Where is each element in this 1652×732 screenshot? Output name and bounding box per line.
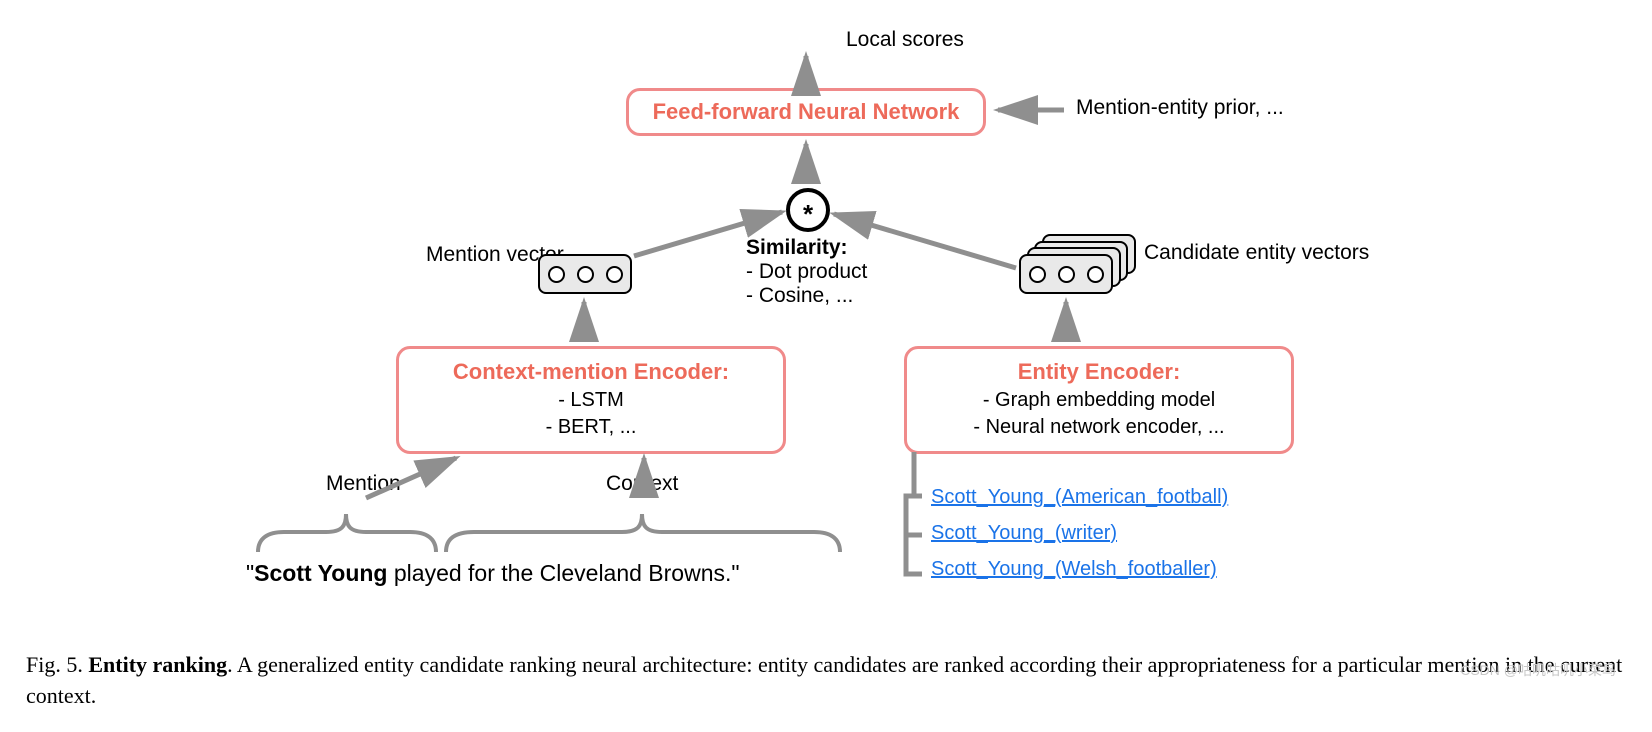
vec-dot — [548, 266, 565, 283]
ffnn-title: Feed-forward Neural Network — [639, 99, 973, 125]
example-sentence: "Scott Young played for the Cleveland Br… — [246, 560, 740, 587]
similarity-heading: Similarity: — [746, 236, 867, 260]
watermark: CSDN @咕叽咕叽小菜鸟 — [1460, 660, 1616, 680]
vec-dot — [577, 266, 594, 283]
ffnn-box: Feed-forward Neural Network — [626, 88, 986, 136]
similarity-block: Similarity: - Dot product - Cosine, ... — [746, 236, 867, 308]
mention-brace-label: Mention — [326, 472, 401, 496]
mention-vector-box — [538, 254, 632, 294]
entity-encoder-item-0: - Graph embedding model — [925, 387, 1273, 414]
entity-link-0[interactable]: Scott_Young_(American_football) — [931, 486, 1228, 509]
context-encoder-item-1: - BERT, ... — [417, 414, 765, 441]
similarity-symbol: * — [803, 201, 813, 227]
entity-vector-label: Candidate entity vectors — [1144, 240, 1304, 265]
similarity-node: * — [786, 188, 830, 232]
local-scores-label: Local scores — [846, 28, 964, 52]
entity-link-2[interactable]: Scott_Young_(Welsh_footballer) — [931, 558, 1217, 581]
vec-dot — [1058, 266, 1075, 283]
figure-caption: Fig. 5. Entity ranking. A generalized en… — [26, 650, 1626, 712]
similarity-item-1: - Cosine, ... — [746, 284, 867, 308]
entity-encoder-box: Entity Encoder: - Graph embedding model … — [904, 346, 1294, 454]
context-encoder-item-0: - LSTM — [417, 387, 765, 414]
entity-encoder-item-1: - Neural network encoder, ... — [925, 414, 1273, 441]
entity-vector-box — [1019, 254, 1113, 294]
caption-fig: Fig. 5. — [26, 652, 88, 677]
sentence-prefix: " — [246, 560, 254, 586]
caption-rest: . A generalized entity candidate ranking… — [26, 652, 1622, 708]
vec-dot — [606, 266, 623, 283]
entity-link-1[interactable]: Scott_Young_(writer) — [931, 522, 1117, 545]
vec-dot — [1087, 266, 1104, 283]
similarity-item-0: - Dot product — [746, 260, 867, 284]
context-brace-label: Context — [606, 472, 678, 496]
vec-dot — [1029, 266, 1046, 283]
ffnn-side-label: Mention-entity prior, ... — [1076, 96, 1284, 120]
diagram: Local scores Feed-forward Neural Network… — [26, 20, 1626, 640]
mention-vector-label: Mention vector — [426, 242, 526, 267]
sentence-context: played for the Cleveland Browns." — [387, 560, 739, 586]
entity-encoder-title: Entity Encoder: — [925, 359, 1273, 385]
context-encoder-title: Context-mention Encoder: — [417, 359, 765, 385]
context-encoder-box: Context-mention Encoder: - LSTM - BERT, … — [396, 346, 786, 454]
sentence-mention: Scott Young — [254, 560, 387, 586]
caption-bold: Entity ranking — [88, 652, 227, 677]
